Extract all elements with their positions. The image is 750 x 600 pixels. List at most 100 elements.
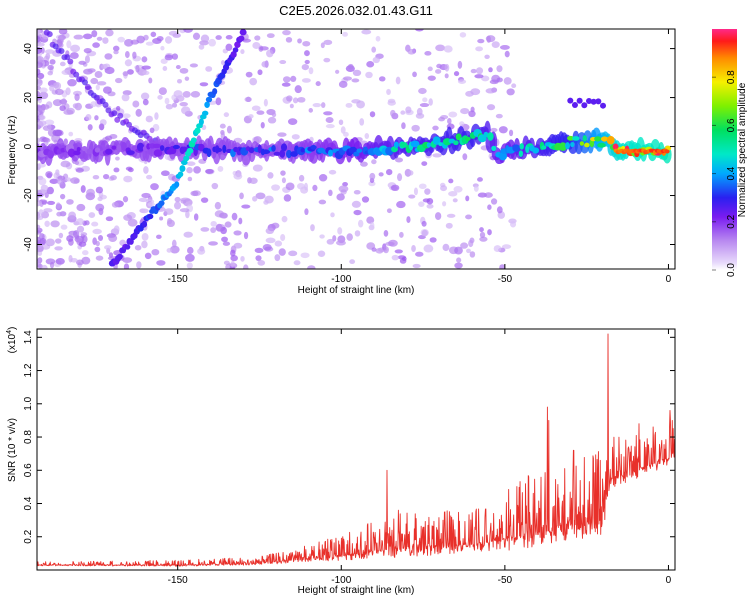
spectrogram-noise-mark: [86, 188, 95, 197]
spectrogram-streak-mark: [232, 47, 239, 53]
spectrogram-band-core: [153, 149, 163, 157]
spectrogram-noise-mark: [468, 110, 476, 118]
spectrogram-noise-mark: [94, 115, 99, 121]
spectrogram-faint-streak-mark: [52, 43, 59, 50]
spectrogram-noise-mark: [73, 34, 84, 40]
spectrogram-noise-mark: [287, 118, 298, 125]
spectrogram-noise-mark: [490, 198, 498, 205]
spectrogram-band-core: [86, 148, 93, 155]
spectrogram-noise-mark: [143, 166, 149, 174]
snr-scale-close: ): [7, 327, 18, 330]
spectrogram-noise-mark: [261, 61, 269, 68]
spectrogram-noise-mark: [157, 94, 163, 100]
snr-frame: [36, 328, 676, 571]
spectrogram-noise-mark: [400, 110, 406, 115]
spectrogram-noise-mark: [370, 221, 375, 229]
spectrogram-noise-mark: [318, 174, 328, 182]
spectrogram-noise-mark: [489, 79, 499, 85]
x-tick-label: -150: [168, 274, 188, 285]
spectrogram-noise-mark: [84, 220, 90, 226]
spectrogram-noise-mark: [390, 184, 400, 192]
spectrogram-noise-mark: [298, 174, 305, 182]
spectrogram-band-core: [215, 147, 223, 153]
spectrogram-noise-mark: [266, 49, 274, 58]
spectrogram-noise-mark: [37, 120, 47, 127]
spectrogram-noise-mark: [85, 113, 92, 121]
spectrogram-streak-mark: [116, 253, 123, 260]
spectrogram-noise-mark: [352, 69, 362, 77]
spectrogram-noise-mark: [90, 101, 97, 108]
spectrogram-noise-mark: [338, 185, 349, 193]
spectrogram-noise-mark: [162, 65, 168, 72]
spectrogram-noise-mark: [435, 44, 446, 52]
spectrogram-noise-mark: [477, 177, 483, 182]
spectrogram-noise-mark: [105, 29, 114, 37]
spectrogram-noise-mark: [217, 165, 224, 172]
spectrogram-noise-mark: [383, 246, 389, 254]
spectrogram-noise-mark: [47, 124, 52, 132]
spectrogram-noise-mark: [257, 260, 266, 266]
spectrogram-band-core: [594, 136, 602, 142]
spectrogram-noise-mark: [378, 76, 386, 82]
spectrogram-noise-mark: [406, 216, 411, 224]
spectrogram-noise-mark: [95, 186, 104, 194]
spectrogram-noise-mark: [49, 59, 56, 65]
spectrogram-noise-mark: [315, 81, 321, 87]
spectrogram-noise-mark: [156, 234, 162, 239]
spectrogram-noise-mark: [47, 70, 53, 76]
spectrogram-noise-mark: [282, 30, 291, 36]
colorbar-tick-label: 0.0: [726, 263, 737, 277]
spectrogram-noise-mark: [479, 227, 484, 233]
spectrogram-noise-mark: [52, 129, 63, 137]
spectrogram-noise-mark: [245, 71, 253, 78]
figure-title: C2E5.2026.032.01.43.G11: [279, 3, 433, 18]
spectrogram-streak-mark: [186, 147, 194, 154]
spectrogram-noise-mark: [135, 108, 142, 117]
spectrogram-noise-mark: [366, 61, 375, 68]
spectrogram-faint-streak-mark: [84, 84, 91, 91]
spectrogram-noise-mark: [241, 204, 251, 209]
spectrogram-noise-mark: [132, 51, 137, 59]
spectrogram-noise-mark: [248, 114, 254, 119]
spectrogram-noise-mark: [255, 192, 266, 200]
spectrogram-noise-mark: [475, 67, 484, 75]
spectrogram-noise-mark: [44, 220, 50, 227]
spectrogram-band-core: [328, 149, 333, 157]
spectrogram-band-core: [257, 144, 262, 154]
colorbar-tick-label: 0.2: [726, 214, 737, 228]
spectrogram-noise-mark: [208, 38, 217, 47]
spectrogram-noise-mark: [179, 208, 190, 213]
spectrogram-noise-mark: [220, 60, 225, 66]
spectrogram-streak-mark: [205, 96, 213, 103]
spectrogram-band-core: [280, 143, 288, 152]
spectrogram-noise-mark: [365, 71, 373, 79]
spectrogram-band-core: [198, 143, 205, 152]
spectrogram-noise-mark: [387, 100, 396, 106]
spectrogram-noise-mark: [171, 53, 178, 60]
spectrogram-x-axis: -150 -100 -50 0: [168, 29, 672, 285]
spectrogram-noise-mark: [104, 245, 112, 250]
spectrogram-streak-mark: [239, 29, 247, 36]
spectrogram-band-core: [518, 150, 524, 157]
spectrogram-noise-mark: [286, 95, 293, 102]
spectrogram-noise-mark: [351, 99, 361, 104]
spectrogram-noise-mark: [146, 174, 153, 180]
snr-scale-label: (x104): [6, 327, 18, 354]
spectrogram-noise-mark: [317, 250, 326, 257]
spectrogram-noise-mark: [447, 118, 452, 125]
spectrogram-noise-mark: [454, 262, 463, 269]
colorbar-label: Normalized spectral amplitude: [737, 82, 748, 217]
spectrogram-noise-mark: [76, 218, 84, 226]
spectrogram-band-core: [73, 150, 81, 156]
spectrogram-noise-mark: [75, 167, 84, 173]
y-tick-label: -20: [23, 188, 34, 203]
spectrogram-noise-mark: [215, 97, 222, 106]
spectrogram-noise-mark: [501, 244, 512, 249]
y-tick-label: 1.4: [23, 330, 34, 344]
spectrogram-noise-mark: [351, 200, 361, 208]
spectrogram-noise-mark: [37, 215, 44, 221]
spectrogram-noise-mark: [470, 88, 481, 96]
spectrogram-noise-mark: [308, 67, 314, 75]
spectrogram-noise-mark: [38, 209, 44, 215]
spectrogram-band-core: [111, 145, 117, 150]
